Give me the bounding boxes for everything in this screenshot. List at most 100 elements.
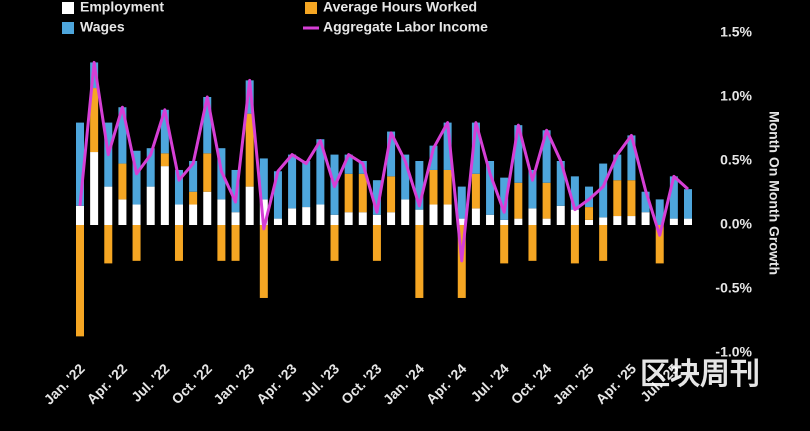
bar-segment <box>302 161 311 208</box>
y-tick-label: 0.0% <box>720 216 752 232</box>
bar-segment <box>457 186 466 219</box>
bar-segment <box>217 199 226 225</box>
bar-segment <box>245 113 254 187</box>
bar-segment <box>542 182 551 219</box>
x-tick-label: Apr. '24 <box>423 360 470 407</box>
bar-segment <box>457 218 466 225</box>
bar-segment <box>486 161 495 215</box>
bar-segment <box>613 180 622 217</box>
bar-segment <box>330 214 339 225</box>
bar-segment <box>542 218 551 225</box>
bar-segment <box>132 225 141 261</box>
bar-segment <box>189 191 198 205</box>
bar-segment <box>132 204 141 225</box>
bar-segment <box>627 135 636 181</box>
x-tick-label: Jan. '25 <box>550 360 597 407</box>
x-tick-label: Oct. '22 <box>168 360 215 407</box>
bar-segment <box>146 186 155 225</box>
bar-segment <box>76 205 84 225</box>
bar-segment <box>344 173 353 213</box>
bar-segment <box>500 177 509 220</box>
bar-segment <box>231 212 240 225</box>
x-tick-label: Jul. '24 <box>467 360 512 405</box>
bar-segment <box>429 204 438 225</box>
bar-segment <box>344 212 353 225</box>
bar-segment <box>613 154 622 181</box>
line <box>78 60 690 263</box>
x-tick-label: Jan. '23 <box>210 360 257 407</box>
x-tick-label: Jan. '24 <box>380 360 427 407</box>
x-tick-label: Apr. '23 <box>253 360 300 407</box>
x-tick-label: Jul. '22 <box>128 360 173 405</box>
bar-segment <box>358 173 367 213</box>
bar-segment <box>443 169 452 205</box>
x-tick-label: Oct. '24 <box>508 360 555 407</box>
bar-segment <box>146 148 155 187</box>
bar-segment <box>104 225 113 264</box>
y-axis-label: Month On Month Growth <box>766 111 782 275</box>
bar-segment <box>174 204 183 225</box>
y-tick-label: -0.5% <box>715 280 752 296</box>
bar-segment <box>585 207 594 220</box>
bar-segment <box>203 191 212 225</box>
bar-segment <box>132 150 141 205</box>
bar-segment <box>203 97 212 154</box>
bar-segment <box>415 225 424 298</box>
watermark: 区块周刊 <box>640 358 760 391</box>
x-tick-label: Jul. '23 <box>298 360 343 405</box>
bar-segment <box>556 205 565 225</box>
x-tick-label: Oct. '23 <box>338 360 385 407</box>
bar-segment <box>189 204 198 225</box>
bar-segment <box>174 225 183 261</box>
bar-segment <box>76 122 84 206</box>
bar-segment <box>189 161 198 192</box>
bar-segment <box>528 169 537 209</box>
bar-segment <box>599 225 608 261</box>
bar-segment <box>118 199 127 225</box>
bar-segment <box>627 216 636 225</box>
bar-segment <box>514 125 523 183</box>
bar-segment <box>443 204 452 225</box>
x-tick-label: Jan. '22 <box>40 360 87 407</box>
y-tick-label: -1.0% <box>715 344 752 360</box>
legend-label: Wages <box>80 19 125 35</box>
x-tick-label: Apr. '22 <box>83 360 130 407</box>
bar-segment <box>471 122 480 174</box>
bar-segment <box>514 218 523 225</box>
bar-segment <box>259 199 268 225</box>
bar-segment <box>401 199 410 225</box>
bar-segment <box>429 145 438 170</box>
bar-segment <box>500 225 509 264</box>
x-tick-label: Apr. '25 <box>592 360 639 407</box>
bar-segment <box>599 217 608 225</box>
bar-segment <box>429 169 438 205</box>
bar-segment <box>599 163 608 218</box>
bar-segment <box>415 161 424 210</box>
bar-segment <box>669 176 678 219</box>
bar-segment <box>259 225 268 298</box>
bar-segment <box>372 225 381 261</box>
bar-segment <box>217 225 226 261</box>
bar-segment <box>514 182 523 219</box>
bar-segment <box>684 218 692 225</box>
bar-segment <box>259 158 268 200</box>
bar-segment <box>627 180 636 217</box>
bar-segment <box>245 80 254 114</box>
bar-segment <box>90 152 99 225</box>
bar-segment <box>401 154 410 200</box>
legend-label: Employment <box>80 0 164 15</box>
bar-segment <box>556 161 565 206</box>
bar-segment <box>160 109 169 154</box>
bar-segment <box>570 176 579 210</box>
bar-segment <box>443 122 452 170</box>
y-tick-label: 1.5% <box>720 24 752 40</box>
bar-segment <box>613 216 622 225</box>
bar-segment <box>486 214 495 225</box>
bar-segment <box>585 219 594 225</box>
bar-segment <box>372 214 381 225</box>
bar-segment <box>118 107 127 164</box>
bar-segment <box>471 173 480 209</box>
bar-segment <box>273 171 282 219</box>
bar-segment <box>669 218 678 225</box>
